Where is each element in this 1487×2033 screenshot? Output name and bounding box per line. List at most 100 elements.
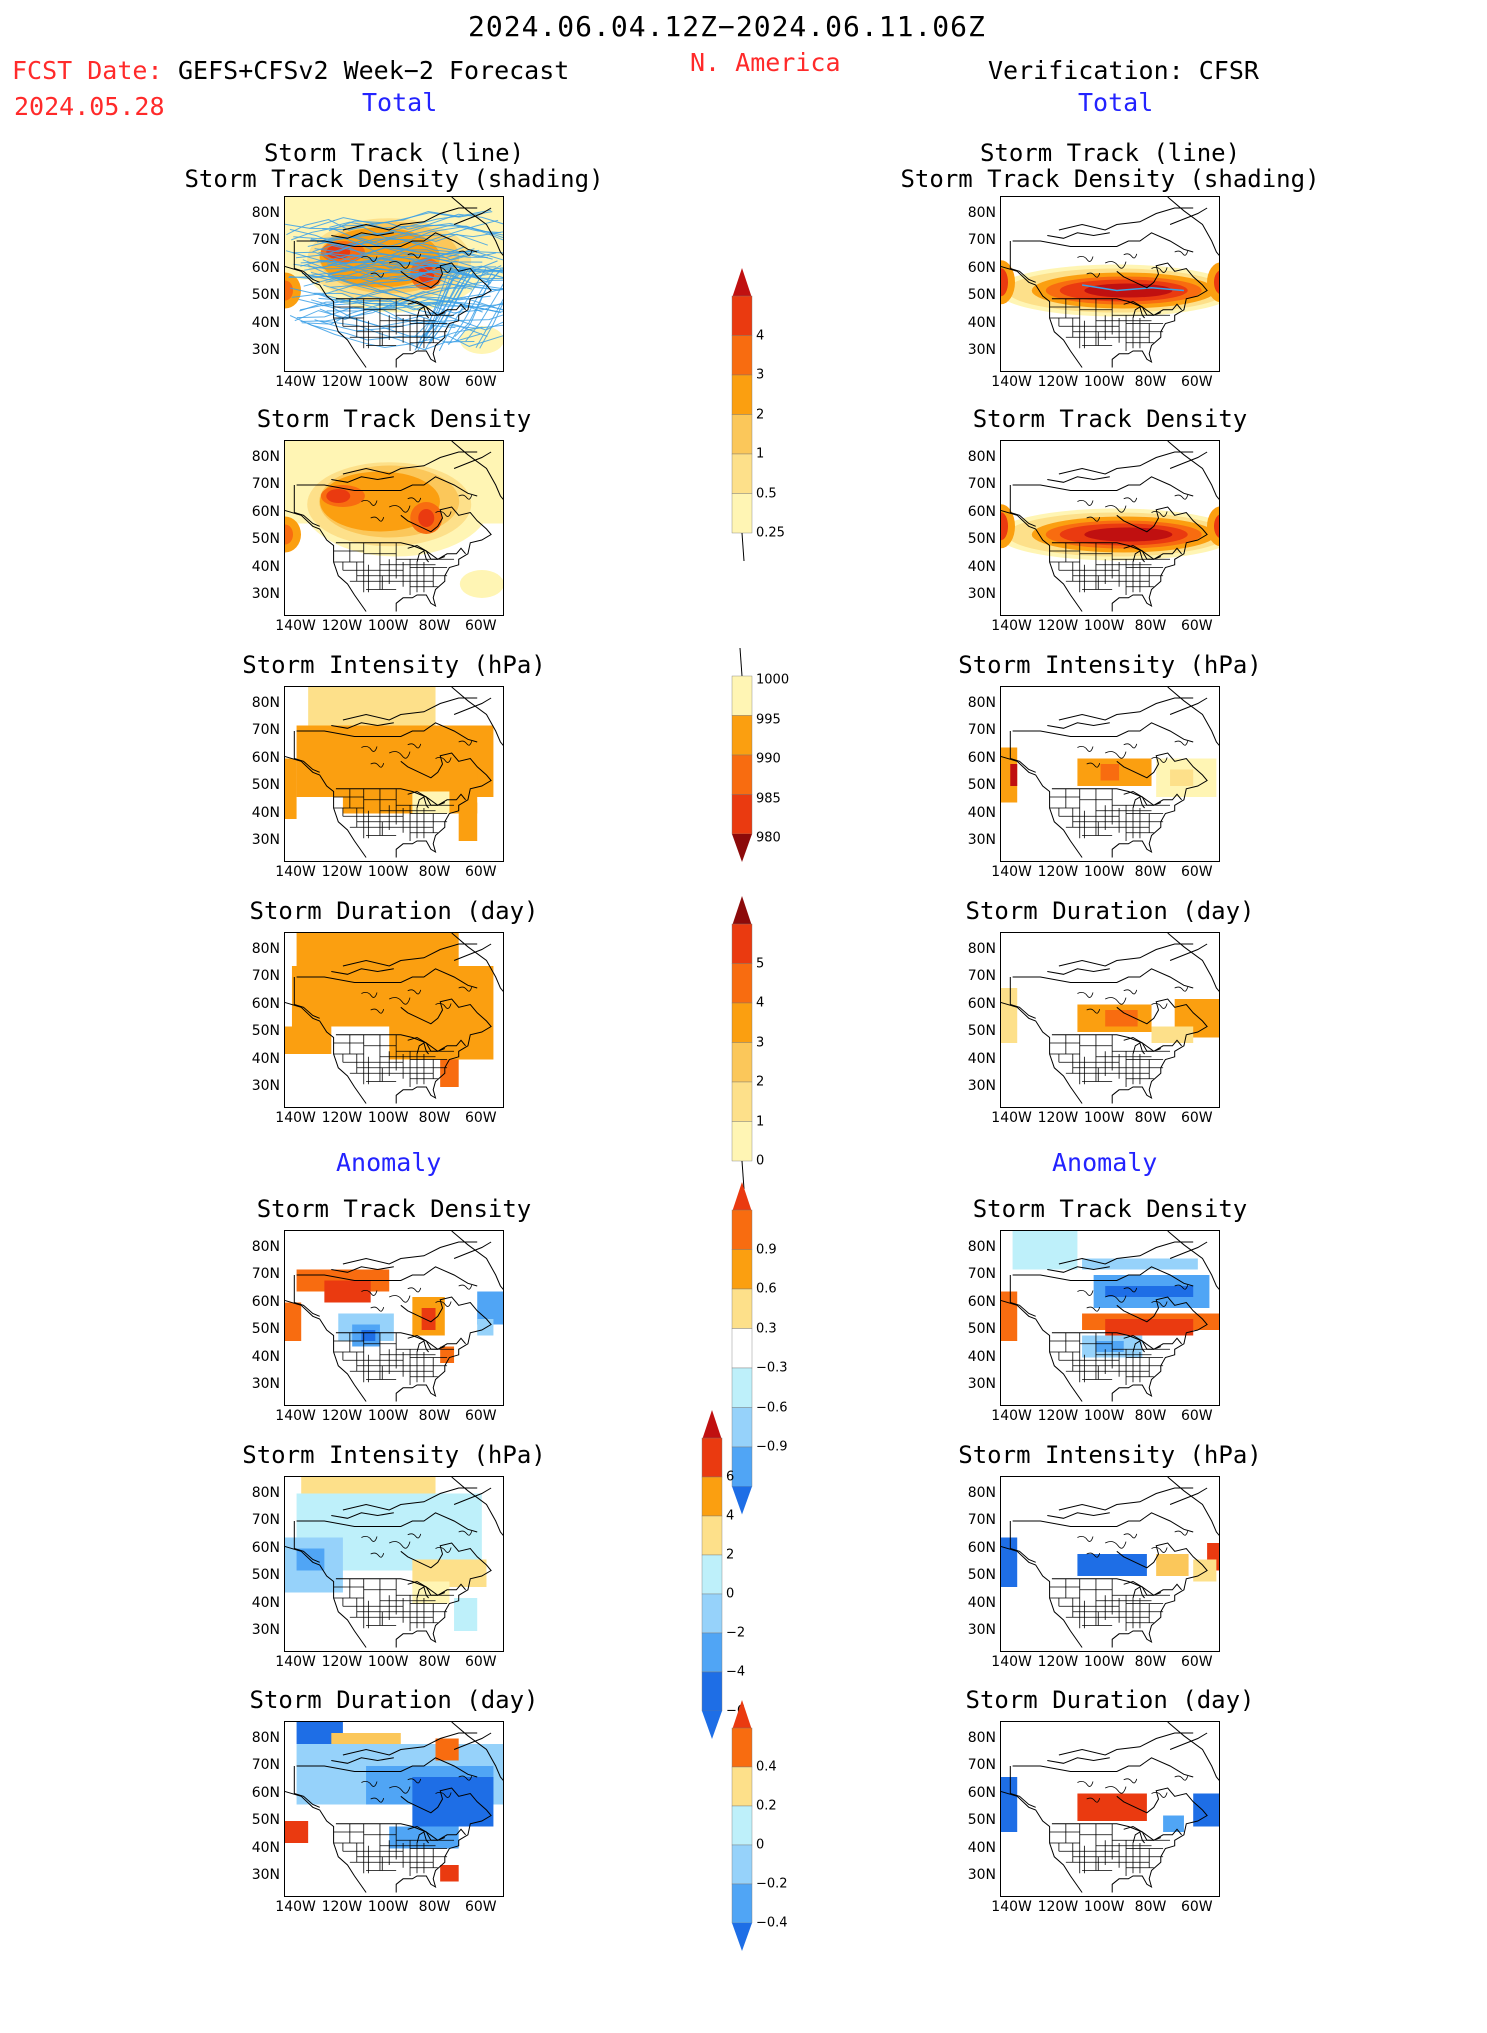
lon-tick-label: 60W bbox=[464, 618, 497, 634]
lon-tick-label: 80W bbox=[1134, 1899, 1167, 1915]
lon-tick-label: 140W bbox=[991, 374, 1032, 390]
lon-tick-label: 140W bbox=[991, 1408, 1032, 1424]
lat-tick-label: 30N bbox=[967, 832, 996, 848]
lat-tick-label: 60N bbox=[967, 1784, 996, 1801]
lon-tick-label: 60W bbox=[464, 1654, 497, 1670]
panel-title: Storm Track Density bbox=[972, 1195, 1248, 1223]
lon-tick-label: 120W bbox=[1037, 1408, 1079, 1424]
lat-tick-label: 70N bbox=[967, 1512, 996, 1528]
t-duration-forecast-map bbox=[284, 932, 504, 1108]
colorbar-tick-label: 990 bbox=[756, 751, 781, 767]
lat-tick-label: 60N bbox=[967, 995, 996, 1012]
lat-tick-label: 80N bbox=[251, 448, 280, 465]
lat-tick-label: 70N bbox=[251, 232, 280, 248]
lat-tick-label: 50N bbox=[251, 287, 280, 303]
lon-tick-label: 80W bbox=[418, 1899, 451, 1915]
lat-tick-label: 60N bbox=[967, 503, 996, 520]
lat-tick-label: 30N bbox=[251, 1376, 280, 1392]
colorbar-tick-label: −0.2 bbox=[756, 1876, 788, 1892]
colorbar-anom-density bbox=[730, 1182, 754, 1594]
lon-tick-label: 140W bbox=[275, 618, 316, 634]
lon-tick-label: 120W bbox=[321, 618, 363, 634]
panel-title: Storm Intensity (hPa) bbox=[242, 651, 546, 679]
panel-title: Storm Track Density bbox=[972, 405, 1248, 433]
lat-tick-label: 30N bbox=[967, 1078, 996, 1094]
panel-title: Storm Duration (day) bbox=[965, 1686, 1255, 1714]
model-label: GEFS+CFSv2 Week−2 Forecast bbox=[178, 56, 570, 85]
lat-tick-label: 30N bbox=[967, 586, 996, 602]
colorbar-tick-label: 5 bbox=[756, 956, 765, 971]
lat-tick-label: 50N bbox=[967, 1321, 996, 1337]
lon-tick-label: 60W bbox=[464, 864, 497, 880]
anomaly-heading-left: Anomaly bbox=[336, 1148, 442, 1177]
lat-tick-label: 60N bbox=[251, 259, 280, 276]
lon-tick-label: 60W bbox=[1180, 864, 1213, 880]
lat-tick-label: 50N bbox=[967, 1812, 996, 1828]
lon-tick-label: 140W bbox=[991, 1899, 1032, 1915]
lon-tick-label: 80W bbox=[1134, 1408, 1167, 1424]
panel-title: Storm Duration (day) bbox=[249, 897, 539, 925]
t-duration-verification-map bbox=[1000, 932, 1220, 1108]
lon-tick-label: 80W bbox=[418, 374, 451, 390]
lat-tick-label: 70N bbox=[967, 232, 996, 248]
colorbar-tick-label: 0.2 bbox=[756, 1798, 777, 1814]
lat-tick-label: 50N bbox=[251, 1023, 280, 1039]
lat-tick-label: 30N bbox=[967, 1376, 996, 1392]
lon-tick-label: 120W bbox=[321, 374, 363, 390]
t-intensity-verification-map bbox=[1000, 686, 1220, 862]
lat-tick-label: 50N bbox=[251, 1321, 280, 1337]
colorbar-tick-label: 0.25 bbox=[756, 525, 785, 541]
a-intensity-forecast-map bbox=[284, 1476, 504, 1652]
lat-tick-label: 50N bbox=[251, 531, 280, 547]
lon-tick-label: 120W bbox=[321, 1654, 363, 1670]
lon-tick-label: 60W bbox=[464, 1408, 497, 1424]
lat-tick-label: 40N bbox=[967, 314, 996, 331]
a-intensity-verification-map bbox=[1000, 1476, 1220, 1652]
colorbar-tick-label: −4 bbox=[726, 1664, 746, 1680]
lat-tick-label: 80N bbox=[967, 1729, 996, 1746]
lat-tick-label: 30N bbox=[251, 832, 280, 848]
colorbar-total-duration bbox=[730, 896, 754, 1268]
lat-tick-label: 80N bbox=[251, 940, 280, 957]
lat-tick-label: 80N bbox=[967, 204, 996, 221]
lat-tick-label: 30N bbox=[251, 1622, 280, 1638]
region-label: N. America bbox=[690, 48, 841, 77]
lon-tick-label: 140W bbox=[275, 1654, 316, 1670]
lat-tick-label: 70N bbox=[967, 968, 996, 984]
lon-tick-label: 100W bbox=[367, 1654, 409, 1670]
t-density-forecast-map bbox=[284, 440, 504, 616]
colorbar-tick-label: −0.3 bbox=[756, 1360, 788, 1376]
lon-tick-label: 60W bbox=[1180, 1408, 1213, 1424]
t-intensity-forecast-map bbox=[284, 686, 504, 862]
panel-title: Storm Intensity (hPa) bbox=[958, 1441, 1262, 1469]
panel-title: Storm Track Density bbox=[256, 405, 532, 433]
lon-tick-label: 140W bbox=[991, 1654, 1032, 1670]
lat-tick-label: 70N bbox=[251, 968, 280, 984]
lat-tick-label: 70N bbox=[967, 722, 996, 738]
period-title: 2024.06.04.12Z−2024.06.11.06Z bbox=[468, 10, 986, 43]
lon-tick-label: 120W bbox=[321, 1110, 363, 1126]
lat-tick-label: 50N bbox=[967, 1023, 996, 1039]
a-density-forecast-map bbox=[284, 1230, 504, 1406]
lon-tick-label: 60W bbox=[464, 374, 497, 390]
colorbar-tick-label: 3 bbox=[756, 1035, 765, 1050]
lat-tick-label: 80N bbox=[967, 1238, 996, 1255]
lat-tick-label: 50N bbox=[251, 777, 280, 793]
lat-tick-label: 30N bbox=[967, 342, 996, 358]
lon-tick-label: 140W bbox=[991, 1110, 1032, 1126]
lat-tick-label: 40N bbox=[251, 1348, 280, 1365]
lat-tick-label: 70N bbox=[251, 1266, 280, 1282]
lon-tick-label: 120W bbox=[1037, 374, 1079, 390]
lon-tick-label: 100W bbox=[367, 1899, 409, 1915]
lat-tick-label: 40N bbox=[967, 1050, 996, 1067]
colorbar-tick-label: 0 bbox=[726, 1586, 735, 1602]
lat-tick-label: 40N bbox=[251, 1594, 280, 1611]
lat-tick-label: 30N bbox=[251, 1867, 280, 1883]
t-density-verification-map bbox=[1000, 440, 1220, 616]
lat-tick-label: 60N bbox=[251, 749, 280, 766]
lat-tick-label: 80N bbox=[967, 1484, 996, 1501]
colorbar-anom-duration bbox=[730, 1700, 754, 2029]
fcst-date-value: 2024.05.28 bbox=[14, 92, 165, 121]
lon-tick-label: 80W bbox=[1134, 864, 1167, 880]
lat-tick-label: 40N bbox=[251, 804, 280, 821]
